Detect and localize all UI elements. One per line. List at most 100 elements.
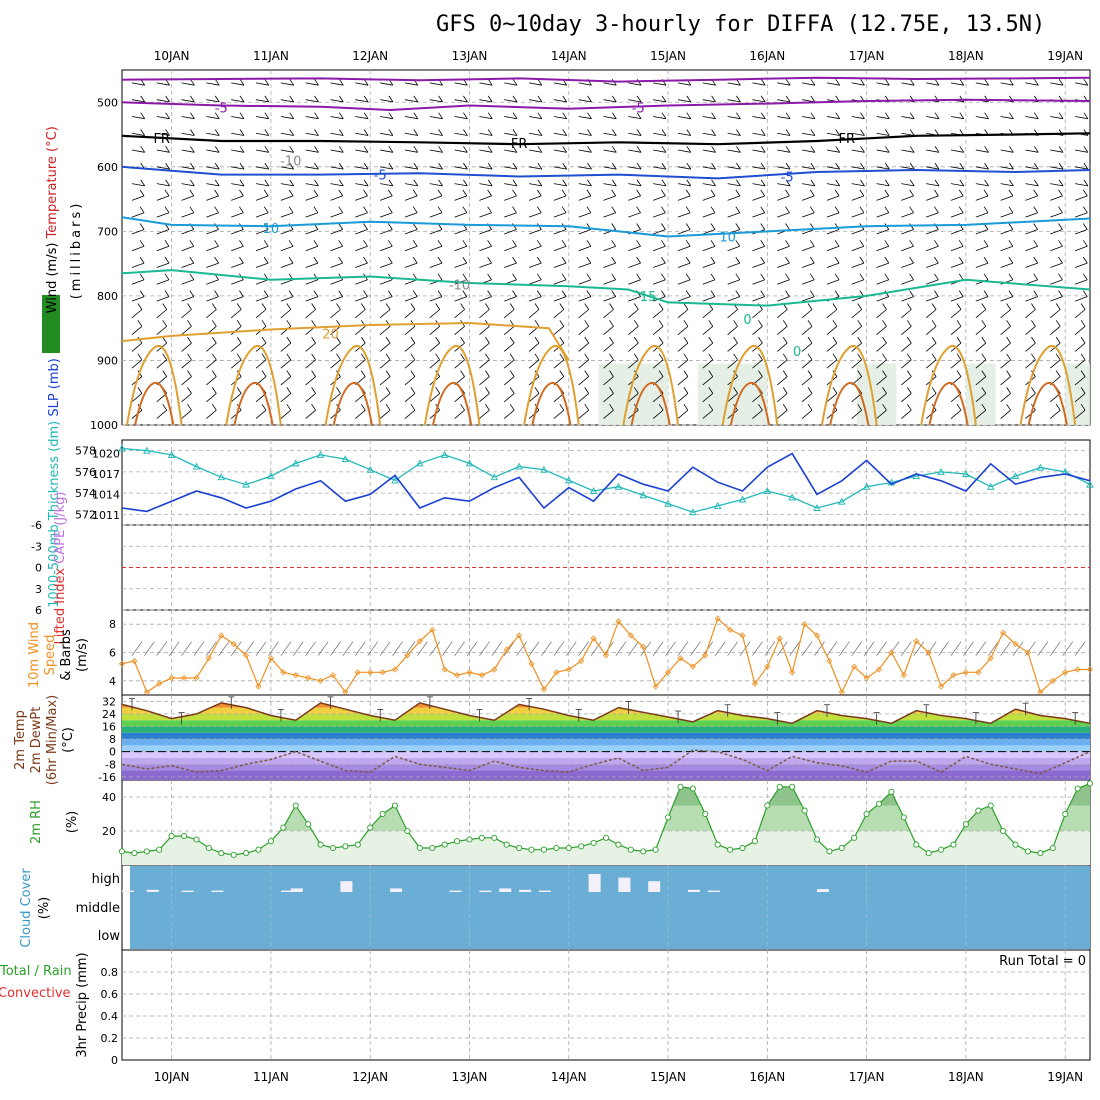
wind-barb-flag xyxy=(906,303,912,310)
wind-barb xyxy=(305,82,319,86)
wind-barb xyxy=(1050,309,1061,319)
wind-barb-flag xyxy=(661,290,666,297)
wind10m-marker xyxy=(218,632,225,639)
wind-barb-flag xyxy=(934,273,939,281)
wind-barb xyxy=(280,149,294,153)
cloud-ylabel-group: Cloud Cover (%) xyxy=(19,868,52,948)
wind-barb-flag xyxy=(236,387,242,394)
wind-barb xyxy=(131,116,145,120)
slp-title: SLP (mb) xyxy=(47,358,62,417)
wind-barb xyxy=(355,132,369,136)
wind-barb-flag xyxy=(338,290,344,297)
wind-barb xyxy=(404,195,418,201)
wind-barb-flag xyxy=(512,290,517,297)
wind-barb xyxy=(653,279,666,285)
wind-barb xyxy=(603,393,614,403)
wind-barb xyxy=(1050,82,1064,86)
wind-barb xyxy=(876,342,887,352)
rh-marker xyxy=(329,844,337,852)
wind-barb-flag xyxy=(387,240,393,247)
wind-barb-flag xyxy=(835,129,841,136)
wind-barb-flag xyxy=(487,273,492,281)
wind-barb-flag xyxy=(785,129,791,136)
thickness-marker xyxy=(1086,480,1094,488)
wind10m-marker xyxy=(602,652,610,659)
wind-barb xyxy=(131,183,145,187)
wind-barb xyxy=(255,132,269,136)
top-date-label: 14JAN xyxy=(551,49,587,63)
wind-barb xyxy=(628,279,641,285)
rh-marker xyxy=(838,844,845,852)
wind-barb-flag xyxy=(884,129,890,136)
wind-barb xyxy=(206,262,219,268)
wind-barb xyxy=(504,245,517,252)
rh-shading xyxy=(965,363,996,425)
cloud-background xyxy=(130,866,1090,949)
temp-band xyxy=(122,726,1090,733)
wind-barb xyxy=(628,212,641,218)
wind-barb-flag xyxy=(1031,387,1036,394)
wind-barb-flag xyxy=(534,320,540,327)
wind10m-marker xyxy=(590,635,597,642)
wind-barb xyxy=(330,195,343,201)
cloud-bar xyxy=(122,890,134,892)
wind-barb xyxy=(255,116,269,120)
wind-barb-flag xyxy=(261,336,267,344)
pressure-tick-label: 500 xyxy=(97,96,118,109)
wind-barb xyxy=(628,132,642,136)
rh-marker xyxy=(379,810,386,818)
wind-barb xyxy=(528,245,542,252)
wind-barb-flag xyxy=(412,256,418,264)
wind10m-barb xyxy=(317,641,329,656)
wind10m-barb xyxy=(230,641,242,656)
wind-barb-flag xyxy=(512,112,518,119)
thickness-marker xyxy=(217,473,226,481)
wind-barb-flag xyxy=(584,387,590,394)
wind-barb-flag xyxy=(534,336,540,344)
wind10m-marker xyxy=(615,618,622,625)
wind-barb-flag xyxy=(859,256,865,264)
wind-barb xyxy=(1025,325,1036,335)
rh-marker xyxy=(863,810,870,818)
wind-barb-flag xyxy=(460,336,465,344)
wind-barb-flag xyxy=(934,146,940,153)
wind-barb xyxy=(479,116,493,120)
rh-marker xyxy=(714,841,721,848)
wind-barb-flag xyxy=(981,403,987,411)
wind-barb-flag xyxy=(190,162,195,170)
wind-barb xyxy=(925,342,937,352)
wind-barb-flag xyxy=(810,162,816,170)
wind-barb-flag xyxy=(261,370,267,377)
wind-barb-flag xyxy=(984,78,989,86)
temp-band xyxy=(122,739,1090,746)
rh-marker xyxy=(1000,827,1007,835)
wind-barb-flag xyxy=(336,353,341,361)
wind-barb-flag xyxy=(931,320,937,327)
wind10m-marker xyxy=(627,632,634,639)
wind-barb xyxy=(1025,195,1038,201)
wind-barb-flag xyxy=(934,290,939,297)
wind-barb xyxy=(702,409,714,419)
wind-barb xyxy=(578,376,589,386)
wind-barb xyxy=(355,262,368,268)
rh-tick-label: 20 xyxy=(102,825,116,838)
wind-barb xyxy=(404,183,418,187)
wind-barb xyxy=(355,359,366,369)
wind-barb xyxy=(777,309,788,319)
wind-barb xyxy=(1050,183,1064,187)
wind-barb xyxy=(578,212,592,218)
wind-barb xyxy=(181,393,192,403)
wind-barb xyxy=(181,132,195,136)
wind-barb xyxy=(1025,82,1039,86)
wind-barb xyxy=(380,132,393,136)
bottom-date-label: 10JAN xyxy=(154,1070,190,1084)
wind-barb xyxy=(603,116,617,120)
rh-marker xyxy=(652,846,659,853)
wind-barb xyxy=(876,195,889,201)
wind-barb-flag xyxy=(559,370,565,377)
wind-barb-flag xyxy=(810,179,816,187)
wind-barb xyxy=(181,195,194,201)
wind-barb xyxy=(255,195,269,201)
wind-barb-flag xyxy=(832,320,838,327)
wind10m-marker xyxy=(851,663,858,670)
